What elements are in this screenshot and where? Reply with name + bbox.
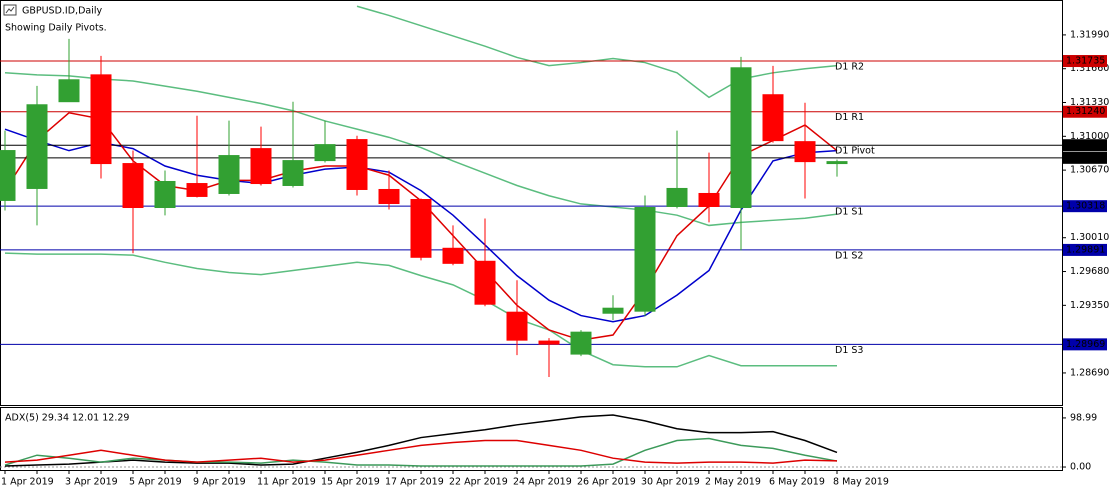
pivot-name: D1 S3 [835, 345, 863, 356]
candle-body [442, 247, 464, 264]
indicator-line [4, 128, 838, 323]
price-box [1063, 55, 1107, 68]
price-box [1063, 151, 1107, 164]
candle-body [538, 340, 560, 345]
candle-body [186, 183, 208, 197]
price-box [1063, 105, 1107, 118]
x-tick-label: 30 Apr 2019 [641, 477, 700, 488]
price-box [1063, 139, 1107, 152]
candle-body [794, 141, 816, 163]
candle-body [826, 161, 848, 165]
chart-subtitle: Showing Daily Pivots. [5, 23, 107, 34]
x-tick-label: 24 Apr 2019 [513, 477, 572, 488]
price-box [1063, 338, 1107, 351]
candle-body [730, 67, 752, 209]
price-box-label: 1.31240 [1066, 106, 1105, 117]
adx-tick-label: 98.99 [1070, 412, 1097, 423]
candle-body [474, 260, 496, 305]
x-tick-label: 2 May 2019 [705, 477, 761, 488]
x-tick-label: 15 Apr 2019 [321, 477, 380, 488]
price-box-label: 1.30318 [1066, 201, 1105, 212]
candle-body [154, 180, 176, 209]
candle-body [410, 199, 432, 258]
candle-body [666, 187, 688, 207]
candle-body [346, 139, 368, 190]
candle-body [90, 74, 112, 165]
x-tick-label: 11 Apr 2019 [257, 477, 316, 488]
candle-body [602, 307, 624, 314]
pivot-name: D1 Pivot [835, 146, 875, 157]
price-box-label: 1.30790 [1066, 152, 1105, 163]
price-box-label: 1.31735 [1066, 56, 1105, 67]
candle-body [250, 148, 272, 185]
adx-line [4, 414, 838, 467]
pivot-name: D1 R1 [835, 112, 864, 123]
x-tick-label: 22 Apr 2019 [449, 477, 508, 488]
adx-tick-label: 0.00 [1070, 462, 1091, 473]
y-tick-label: 1.31660 [1070, 63, 1109, 74]
y-tick-label: 1.29350 [1070, 300, 1109, 311]
candle-body [314, 144, 336, 162]
x-tick-label: 9 Apr 2019 [193, 477, 246, 488]
y-tick-label: 1.31000 [1070, 131, 1109, 142]
indicator-line [4, 252, 837, 368]
price-box [1063, 200, 1107, 213]
candle-body [378, 188, 400, 205]
symbol-icon [3, 4, 17, 16]
price-box-label: 1.30913 [1066, 140, 1105, 151]
candle-body [634, 207, 656, 312]
candle-body [0, 150, 16, 201]
candle-body [58, 79, 80, 103]
x-tick-label: 8 May 2019 [833, 477, 889, 488]
adx-title: ADX(5) 29.34 12.01 12.29 [5, 413, 129, 424]
adx-line [4, 439, 838, 464]
price-box-label: 1.29891 [1066, 244, 1105, 255]
indicator-line [356, 5, 838, 99]
y-tick-label: 1.31990 [1070, 29, 1109, 40]
candle-body [506, 311, 528, 341]
x-tick-label: 3 Apr 2019 [65, 477, 118, 488]
candle-body [282, 160, 304, 186]
adx-frame [0, 407, 1063, 471]
candle-body [26, 104, 48, 189]
price-box-label: 1.28969 [1066, 339, 1105, 350]
x-tick-label: 5 Apr 2019 [129, 477, 182, 488]
pivot-name: D1 R2 [835, 62, 864, 73]
candle-body [762, 94, 784, 142]
y-tick-label: 1.28690 [1070, 367, 1109, 378]
main-frame [0, 0, 1063, 406]
y-tick-label: 1.31330 [1070, 97, 1109, 108]
candle-body [218, 155, 240, 194]
candle-body [698, 192, 720, 207]
pivot-name: D1 S2 [835, 250, 863, 261]
x-tick-label: 26 Apr 2019 [577, 477, 636, 488]
candle-body [122, 163, 144, 209]
pivot-name: D1 S1 [835, 207, 863, 218]
indicator-line [4, 72, 838, 227]
x-tick-label: 6 May 2019 [769, 477, 825, 488]
y-tick-label: 1.29680 [1070, 266, 1109, 277]
chart-title: GBPUSD.ID,Daily [22, 6, 102, 17]
y-tick-label: 1.30670 [1070, 165, 1109, 176]
candle-body [570, 331, 592, 355]
adx-line [4, 437, 838, 467]
x-tick-label: 1 Apr 2019 [1, 477, 54, 488]
y-tick-label: 1.30010 [1070, 232, 1109, 243]
price-box [1063, 243, 1107, 256]
x-tick-label: 17 Apr 2019 [385, 477, 444, 488]
